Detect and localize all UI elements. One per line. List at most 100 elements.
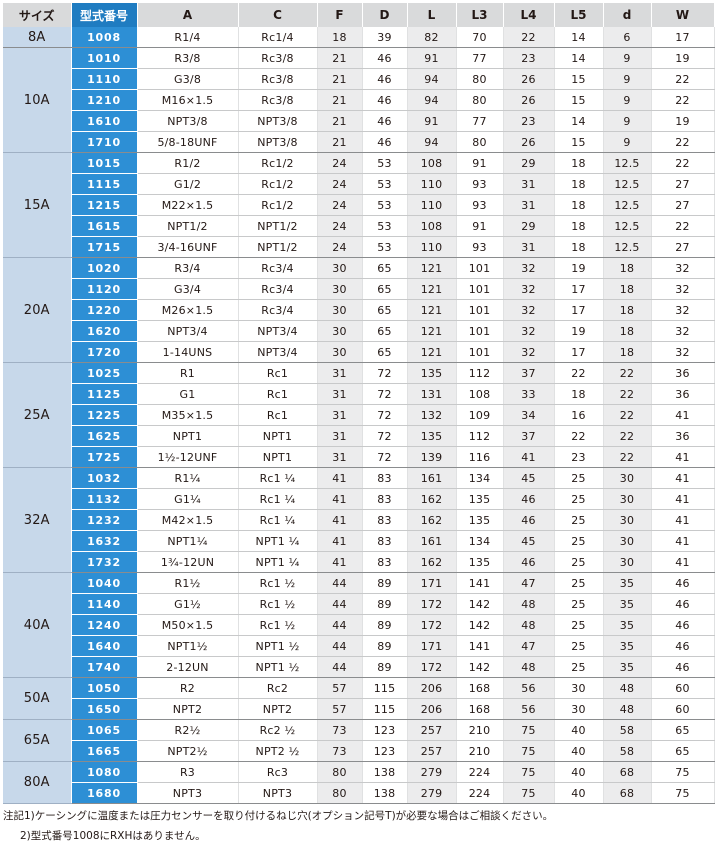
value-cell: 121 — [407, 320, 457, 342]
value-cell: 41 — [651, 446, 715, 468]
value-cell: 30 — [317, 299, 363, 321]
value-cell: Rc1 ¼ — [238, 509, 318, 531]
table-row: 1110 G3/8 Rc3/8 21 46 94 80 26 15 9 22 — [3, 68, 715, 90]
value-cell: 32 — [503, 320, 555, 342]
table-row: 15A 1015 R1/2 Rc1/2 24 53 108 91 29 18 12.5 22 — [3, 152, 715, 258]
value-cell: 53 — [362, 173, 408, 195]
value-cell: 134 — [456, 530, 504, 552]
value-cell: 121 — [407, 278, 457, 300]
value-cell: 162 — [407, 488, 457, 510]
value-cell: 80 — [456, 131, 504, 153]
value-cell: 48 — [503, 656, 555, 678]
header-model: 型式番号 — [71, 3, 138, 27]
value-cell: 46 — [362, 110, 408, 132]
value-cell: 32 — [651, 341, 715, 363]
value-cell: 22 — [603, 404, 652, 426]
size-cell: 10A — [3, 47, 72, 153]
value-cell: 18 — [603, 257, 652, 279]
value-cell: 72 — [362, 425, 408, 447]
value-cell: NPT1/2 — [137, 215, 239, 237]
value-cell: NPT1 — [238, 425, 318, 447]
model-number-cell: 1710 — [71, 131, 138, 153]
value-cell: 47 — [503, 572, 555, 594]
value-cell: 17 — [651, 27, 715, 48]
value-cell: 279 — [407, 761, 457, 783]
value-cell: 65 — [362, 278, 408, 300]
value-cell: 37 — [503, 362, 555, 384]
value-cell: M22×1.5 — [137, 194, 239, 216]
value-cell: 27 — [651, 194, 715, 216]
value-cell: 14 — [554, 27, 604, 48]
table-row: 20A 1020 R3/4 Rc3/4 30 65 121 101 32 19 18 32 — [3, 257, 715, 363]
value-cell: 58 — [603, 719, 652, 741]
value-cell: 57 — [317, 677, 363, 699]
value-cell: Rc1 ½ — [238, 593, 318, 615]
value-cell: 75 — [503, 761, 555, 783]
value-cell: 18 — [603, 278, 652, 300]
table-row: 1240 M50×1.5 Rc1 ½ 44 89 172 142 48 25 35 46 — [3, 614, 715, 636]
value-cell: 135 — [456, 488, 504, 510]
value-cell: 18 — [554, 215, 604, 237]
model-number-cell: 1665 — [71, 740, 138, 762]
value-cell: 14 — [554, 110, 604, 132]
model-number-cell: 1115 — [71, 173, 138, 195]
value-cell: M35×1.5 — [137, 404, 239, 426]
value-cell: NPT1/2 — [238, 215, 318, 237]
value-cell: 15 — [554, 68, 604, 90]
value-cell: 46 — [362, 68, 408, 90]
value-cell: 22 — [554, 362, 604, 384]
value-cell: Rc3/8 — [238, 68, 318, 90]
value-cell: 30 — [603, 467, 652, 489]
value-cell: 31 — [317, 404, 363, 426]
value-cell: 83 — [362, 488, 408, 510]
value-cell: 26 — [503, 68, 555, 90]
value-cell: 58 — [603, 740, 652, 762]
value-cell: 53 — [362, 194, 408, 216]
model-number-cell: 1025 — [71, 362, 138, 384]
value-cell: 101 — [456, 299, 504, 321]
value-cell: 30 — [603, 509, 652, 531]
value-cell: NPT3/8 — [238, 110, 318, 132]
value-cell: 24 — [317, 173, 363, 195]
value-cell: 31 — [503, 236, 555, 258]
value-cell: 75 — [503, 719, 555, 741]
value-cell: 60 — [651, 677, 715, 699]
value-cell: 171 — [407, 572, 457, 594]
value-cell: 53 — [362, 152, 408, 174]
value-cell: NPT1 ½ — [238, 656, 318, 678]
value-cell: NPT3/4 — [238, 320, 318, 342]
value-cell: Rc1 — [238, 383, 318, 405]
value-cell: 161 — [407, 467, 457, 489]
value-cell: 46 — [651, 614, 715, 636]
value-cell: 32 — [651, 299, 715, 321]
value-cell: 65 — [362, 341, 408, 363]
value-cell: 19 — [651, 47, 715, 69]
model-number-cell: 1225 — [71, 404, 138, 426]
value-cell: 171 — [407, 635, 457, 657]
value-cell: 115 — [362, 677, 408, 699]
value-cell: 138 — [362, 782, 408, 804]
value-cell: 115 — [362, 698, 408, 720]
value-cell: 18 — [554, 194, 604, 216]
value-cell: 3/4-16UNF — [137, 236, 239, 258]
value-cell: 72 — [362, 383, 408, 405]
header-d: D — [362, 3, 408, 27]
value-cell: 22 — [554, 425, 604, 447]
value-cell: NPT2 ½ — [238, 740, 318, 762]
value-cell: Rc1 — [238, 404, 318, 426]
value-cell: 12.5 — [603, 215, 652, 237]
value-cell: 15 — [554, 89, 604, 111]
value-cell: 46 — [503, 509, 555, 531]
value-cell: 91 — [407, 110, 457, 132]
value-cell: 27 — [651, 236, 715, 258]
table-row: 1225 M35×1.5 Rc1 31 72 132 109 34 16 22 41 — [3, 404, 715, 426]
value-cell: 210 — [456, 740, 504, 762]
value-cell: 18 — [554, 236, 604, 258]
value-cell: 22 — [503, 27, 555, 48]
header-l5: L5 — [554, 3, 604, 27]
value-cell: 121 — [407, 299, 457, 321]
value-cell: 101 — [456, 257, 504, 279]
value-cell: 35 — [603, 614, 652, 636]
value-cell: 12.5 — [603, 236, 652, 258]
value-cell: 93 — [456, 236, 504, 258]
